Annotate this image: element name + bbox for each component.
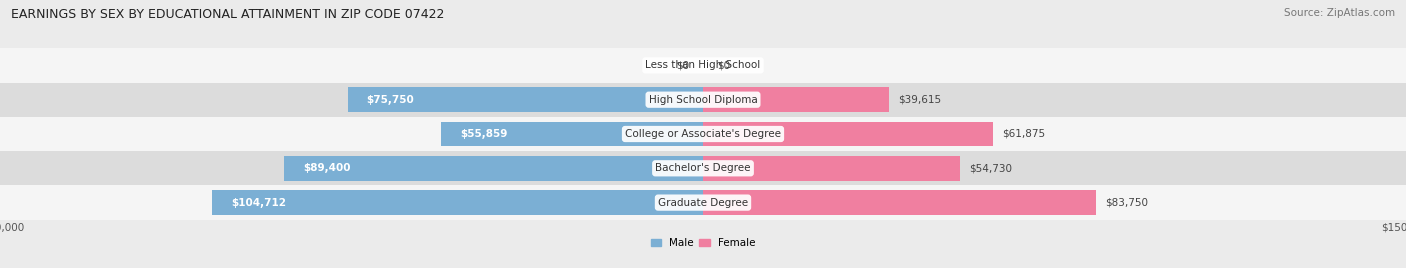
Text: $104,712: $104,712 bbox=[231, 198, 285, 208]
Legend: Male, Female: Male, Female bbox=[647, 234, 759, 252]
Bar bbox=[0, 48, 1406, 83]
Text: $89,400: $89,400 bbox=[302, 163, 350, 173]
Bar bbox=[212, 190, 703, 215]
Text: $39,615: $39,615 bbox=[898, 95, 941, 105]
Text: Graduate Degree: Graduate Degree bbox=[658, 198, 748, 208]
Text: Less than High School: Less than High School bbox=[645, 60, 761, 70]
Bar bbox=[0, 151, 1406, 185]
Text: $54,730: $54,730 bbox=[969, 163, 1012, 173]
Text: Bachelor's Degree: Bachelor's Degree bbox=[655, 163, 751, 173]
Bar bbox=[441, 122, 703, 146]
Bar bbox=[703, 87, 889, 112]
Text: College or Associate's Degree: College or Associate's Degree bbox=[626, 129, 780, 139]
Text: $0: $0 bbox=[676, 60, 689, 70]
Bar bbox=[0, 117, 1406, 151]
Bar bbox=[0, 185, 1406, 220]
Text: $75,750: $75,750 bbox=[367, 95, 415, 105]
Text: EARNINGS BY SEX BY EDUCATIONAL ATTAINMENT IN ZIP CODE 07422: EARNINGS BY SEX BY EDUCATIONAL ATTAINMEN… bbox=[11, 8, 444, 21]
Bar bbox=[703, 122, 993, 146]
Text: $83,750: $83,750 bbox=[1105, 198, 1147, 208]
Bar bbox=[284, 156, 703, 181]
Text: $55,859: $55,859 bbox=[460, 129, 508, 139]
Bar bbox=[703, 156, 959, 181]
Text: $61,875: $61,875 bbox=[1002, 129, 1046, 139]
Bar bbox=[703, 190, 1095, 215]
Text: Source: ZipAtlas.com: Source: ZipAtlas.com bbox=[1284, 8, 1395, 18]
Bar bbox=[0, 83, 1406, 117]
Text: $0: $0 bbox=[717, 60, 730, 70]
Text: High School Diploma: High School Diploma bbox=[648, 95, 758, 105]
Bar bbox=[349, 87, 703, 112]
